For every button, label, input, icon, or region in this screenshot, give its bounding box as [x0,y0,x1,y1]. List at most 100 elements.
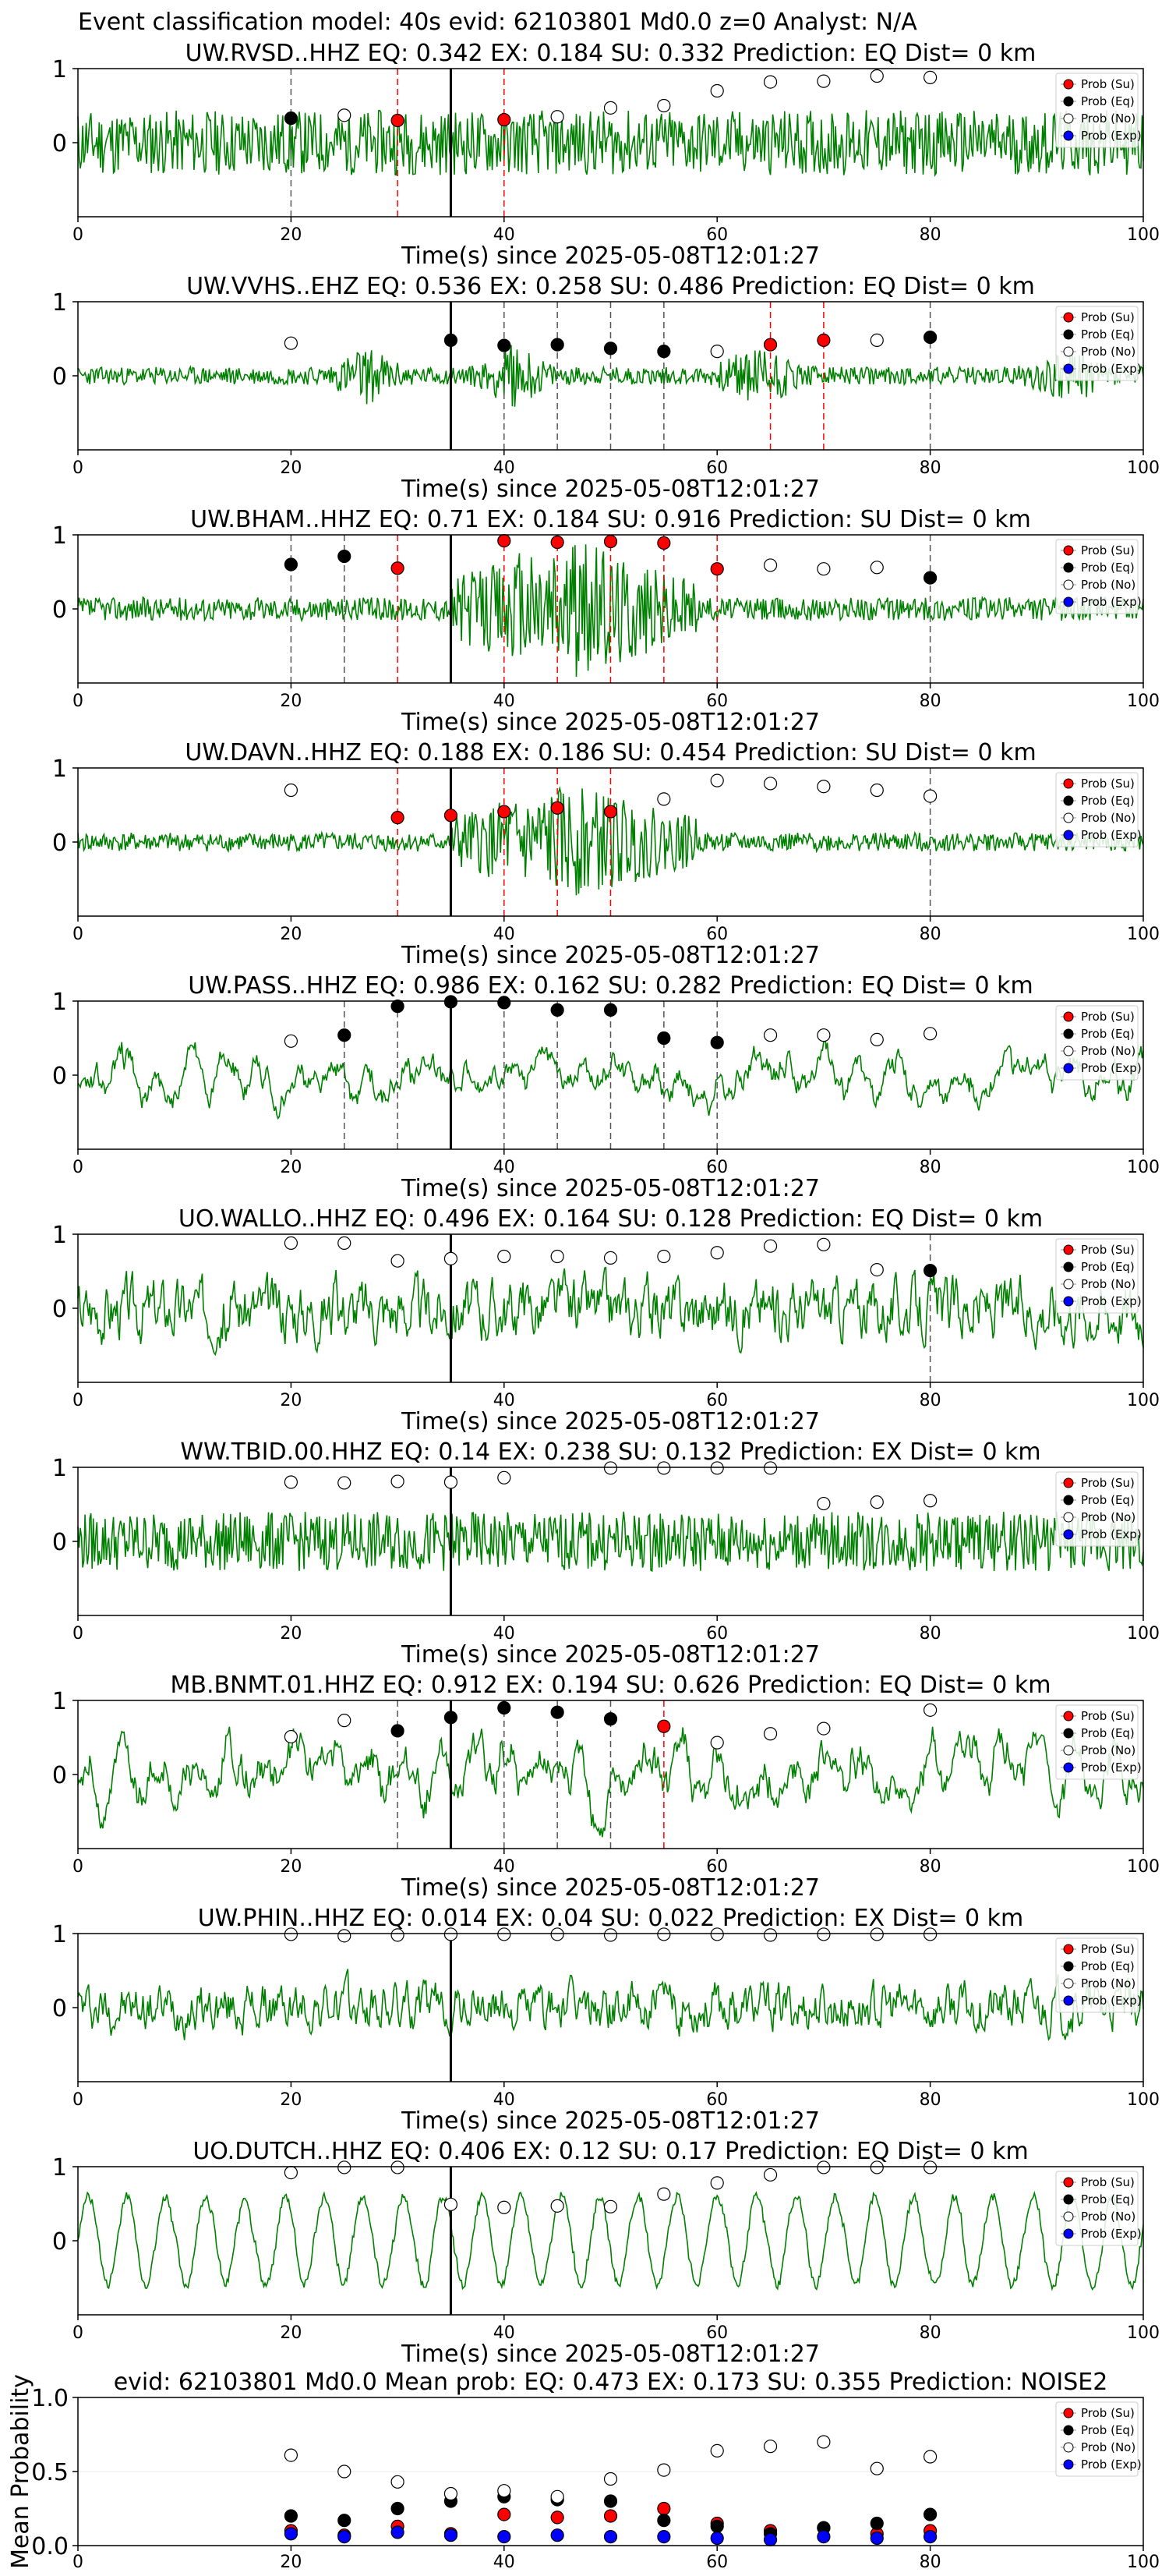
prob-point-no [763,75,778,89]
legend-label: Prob (Eq) [1081,2192,1135,2206]
prob-point-eq [390,1000,404,1014]
xtick-label: 20 [280,1624,302,1644]
xtick-label: 80 [920,1857,941,1877]
prob-point-eq [657,345,671,359]
panel-title: UW.DAVN..HHZ EQ: 0.188 EX: 0.186 SU: 0.4… [185,739,1036,766]
legend-marker-no [1063,579,1074,590]
panel-title: MB.BNMT.01.HHZ EQ: 0.912 EX: 0.194 SU: 0… [171,1672,1051,1699]
xtick-label: 80 [920,458,941,478]
prob-point-no [390,1928,404,1942]
legend-label: Prob (Su) [1081,310,1135,324]
legend-label: Prob (No) [1081,1743,1135,1757]
waveform-trace [77,1969,1144,2041]
legend-label: Prob (Exp) [1081,1760,1142,1775]
xtick-label: 20 [280,458,302,478]
legend-label: Prob (Eq) [1081,1726,1135,1740]
mean-point-no [390,2475,404,2489]
mean-point-no [923,2450,938,2464]
panel-8: MB.BNMT.01.HHZ EQ: 0.912 EX: 0.194 SU: 0… [52,1672,1160,1902]
legend-marker-su [1063,1477,1074,1488]
prob-point-eq [284,557,298,571]
prob-point-no [497,2200,511,2214]
ytick-label: 0 [52,130,67,157]
mean-point-su [497,2507,511,2521]
legend-marker-su [1063,1711,1074,1721]
mean-point-exp [657,2530,671,2544]
prob-point-su [603,805,618,819]
ytick-label: 0 [52,2228,67,2256]
mean-point-su [657,2501,671,2516]
legend-marker-exp [1063,1995,1074,2006]
xtick-label: 80 [920,2553,941,2572]
prob-point-no [443,1475,458,1489]
panel-title: UO.DUTCH..HHZ EQ: 0.406 EX: 0.12 SU: 0.1… [192,2138,1028,2165]
prob-point-su [817,333,831,347]
ytick-label: 1 [52,1688,67,1715]
prob-point-su [550,535,564,550]
legend-label: Prob (Eq) [1081,327,1135,341]
prob-point-no [337,108,351,122]
panel-title: UW.RVSD..HHZ EQ: 0.342 EX: 0.184 SU: 0.3… [185,40,1037,67]
xtick-label: 0 [72,1857,83,1877]
xtick-label: 40 [493,2090,515,2110]
legend-label: Prob (Eq) [1081,94,1135,108]
xtick-label: 80 [920,692,941,711]
prob-point-no [284,1729,298,1744]
mean-point-no [870,2461,884,2475]
xaxis-label: Time(s) since 2025-05-08T12:01:27 [401,709,820,736]
prob-point-no [390,1474,404,1488]
mean-point-eq [710,2519,724,2533]
waveform-trace [77,1511,1144,1573]
mean-point-exp [550,2528,564,2542]
legend-label: Prob (Su) [1081,1476,1135,1490]
ytick-label: 0 [52,363,67,391]
prob-point-no [657,1249,671,1264]
prob-point-no [763,2167,778,2182]
legend-marker-exp [1063,1762,1074,1773]
mean-point-exp [710,2531,724,2546]
prob-point-no [870,2160,884,2174]
prob-point-eq [550,1003,564,1017]
legend-marker-no [1063,1512,1074,1523]
xaxis-label: Time(s) since 2025-05-08T12:01:27 [401,1874,820,1902]
panel-title: UW.BHAM..HHZ EQ: 0.71 EX: 0.184 SU: 0.91… [190,506,1031,533]
prob-point-no [923,1494,938,1508]
xtick-label: 100 [1127,1391,1160,1410]
ytick-label: 1 [52,2154,67,2181]
prob-point-no [817,1237,831,1251]
prob-point-no [497,1470,511,1484]
prob-point-no [710,345,724,359]
ytick-label: 0.0 [31,2533,69,2560]
legend-label: Prob (Eq) [1081,2423,1135,2437]
prob-point-no [923,2160,938,2174]
ytick-label: 1.0 [31,2385,69,2412]
legend-marker-exp [1063,1063,1074,1074]
legend-box [1055,1704,1139,1780]
legend-label: Prob (No) [1081,1277,1135,1291]
ytick-label: 0 [52,1063,67,1090]
panel-7: WW.TBID.00.HHZ EQ: 0.14 EX: 0.238 SU: 0.… [52,1438,1160,1668]
mean-point-eq [284,2509,298,2523]
prob-point-no [337,1714,351,1728]
xtick-label: 0 [72,1391,83,1410]
xtick-label: 40 [493,925,515,944]
xaxis-label: Time(s) since 2025-05-08T12:01:27 [401,1175,820,1202]
panel-5: UW.PASS..HHZ EQ: 0.986 EX: 0.162 SU: 0.2… [52,972,1160,1202]
ytick-label: 0 [52,1762,67,1789]
prob-point-no [550,110,564,124]
legend-label: Prob (Su) [1081,1010,1135,1024]
prob-point-no [337,1236,351,1251]
legend-marker-no [1063,346,1074,357]
mean-point-no [337,2465,351,2479]
xtick-label: 20 [280,1857,302,1877]
legend-marker-eq [1063,795,1074,806]
xtick-label: 100 [1127,692,1160,711]
prob-point-no [390,2160,404,2174]
waveform-trace [77,345,1144,407]
xtick-label: 0 [72,458,83,478]
prob-point-su [497,805,511,819]
xtick-label: 0 [72,692,83,711]
xaxis-label: Time(s) since 2025-05-08T12:01:27 [401,2341,820,2368]
xtick-label: 20 [280,2323,302,2343]
panel-4: UW.DAVN..HHZ EQ: 0.188 EX: 0.186 SU: 0.4… [52,739,1160,969]
